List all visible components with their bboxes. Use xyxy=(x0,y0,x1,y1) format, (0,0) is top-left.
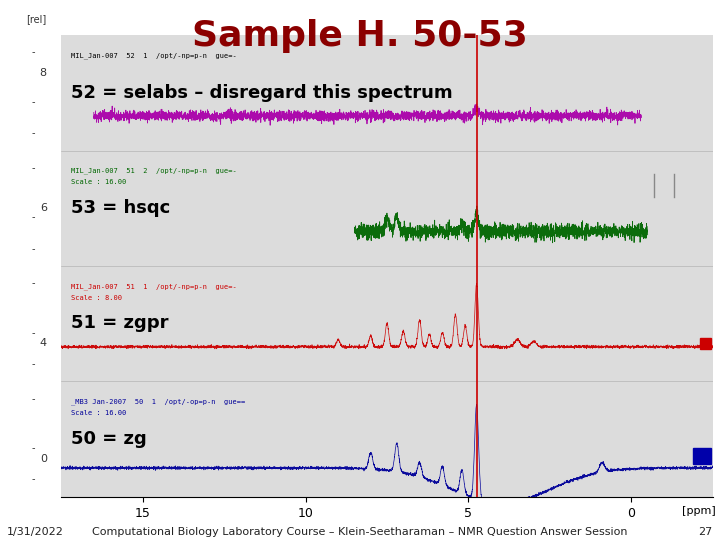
Text: -: - xyxy=(32,48,35,57)
Text: 53 = hsqc: 53 = hsqc xyxy=(71,199,170,217)
Bar xyxy=(700,338,711,349)
Text: Scale : 16.00: Scale : 16.00 xyxy=(71,410,126,416)
Text: 1/31/2022: 1/31/2022 xyxy=(7,527,64,537)
Text: 4: 4 xyxy=(40,338,47,348)
Text: MIL_Jan-007  51  1  /opt/-np=p-n  gue=-: MIL_Jan-007 51 1 /opt/-np=p-n gue=- xyxy=(71,284,237,290)
Bar xyxy=(693,448,711,464)
Text: -: - xyxy=(32,212,35,222)
Text: Computational Biology Laboratory Course – Klein-Seetharaman – NMR Question Answe: Computational Biology Laboratory Course … xyxy=(92,527,628,537)
Text: Scale : 16.00: Scale : 16.00 xyxy=(71,179,126,185)
Text: -: - xyxy=(32,163,35,173)
Text: [ppm]: [ppm] xyxy=(683,506,716,516)
Text: -: - xyxy=(32,278,35,288)
Text: 27: 27 xyxy=(698,527,713,537)
Text: MIL_Jan-007  51  2  /opt/-np=p-n  gue=-: MIL_Jan-007 51 2 /opt/-np=p-n gue=- xyxy=(71,168,237,174)
Text: MIL_Jan-007  52  1  /opt/-np=p-n  gue=-: MIL_Jan-007 52 1 /opt/-np=p-n gue=- xyxy=(71,52,237,59)
Text: -: - xyxy=(32,443,35,453)
Text: [rel]: [rel] xyxy=(27,14,47,24)
Text: -: - xyxy=(32,394,35,404)
Text: 0: 0 xyxy=(40,454,47,464)
Text: -: - xyxy=(32,328,35,338)
Text: -: - xyxy=(32,97,35,107)
Text: 52 = selabs – disregard this spectrum: 52 = selabs – disregard this spectrum xyxy=(71,84,453,102)
Text: 8: 8 xyxy=(40,68,47,78)
Text: -: - xyxy=(32,128,35,138)
Text: -: - xyxy=(32,359,35,369)
Text: 51 = zgpr: 51 = zgpr xyxy=(71,314,168,333)
Text: -: - xyxy=(32,244,35,254)
Text: _MB3 Jan-2007  50  1  /opt/-op=p-n  gue==: _MB3 Jan-2007 50 1 /opt/-op=p-n gue== xyxy=(71,399,246,406)
Text: -: - xyxy=(32,475,35,484)
Text: Scale : 8.00: Scale : 8.00 xyxy=(71,295,122,301)
Text: 6: 6 xyxy=(40,203,47,213)
Text: Sample H. 50-53: Sample H. 50-53 xyxy=(192,19,528,53)
Text: 50 = zg: 50 = zg xyxy=(71,430,147,448)
